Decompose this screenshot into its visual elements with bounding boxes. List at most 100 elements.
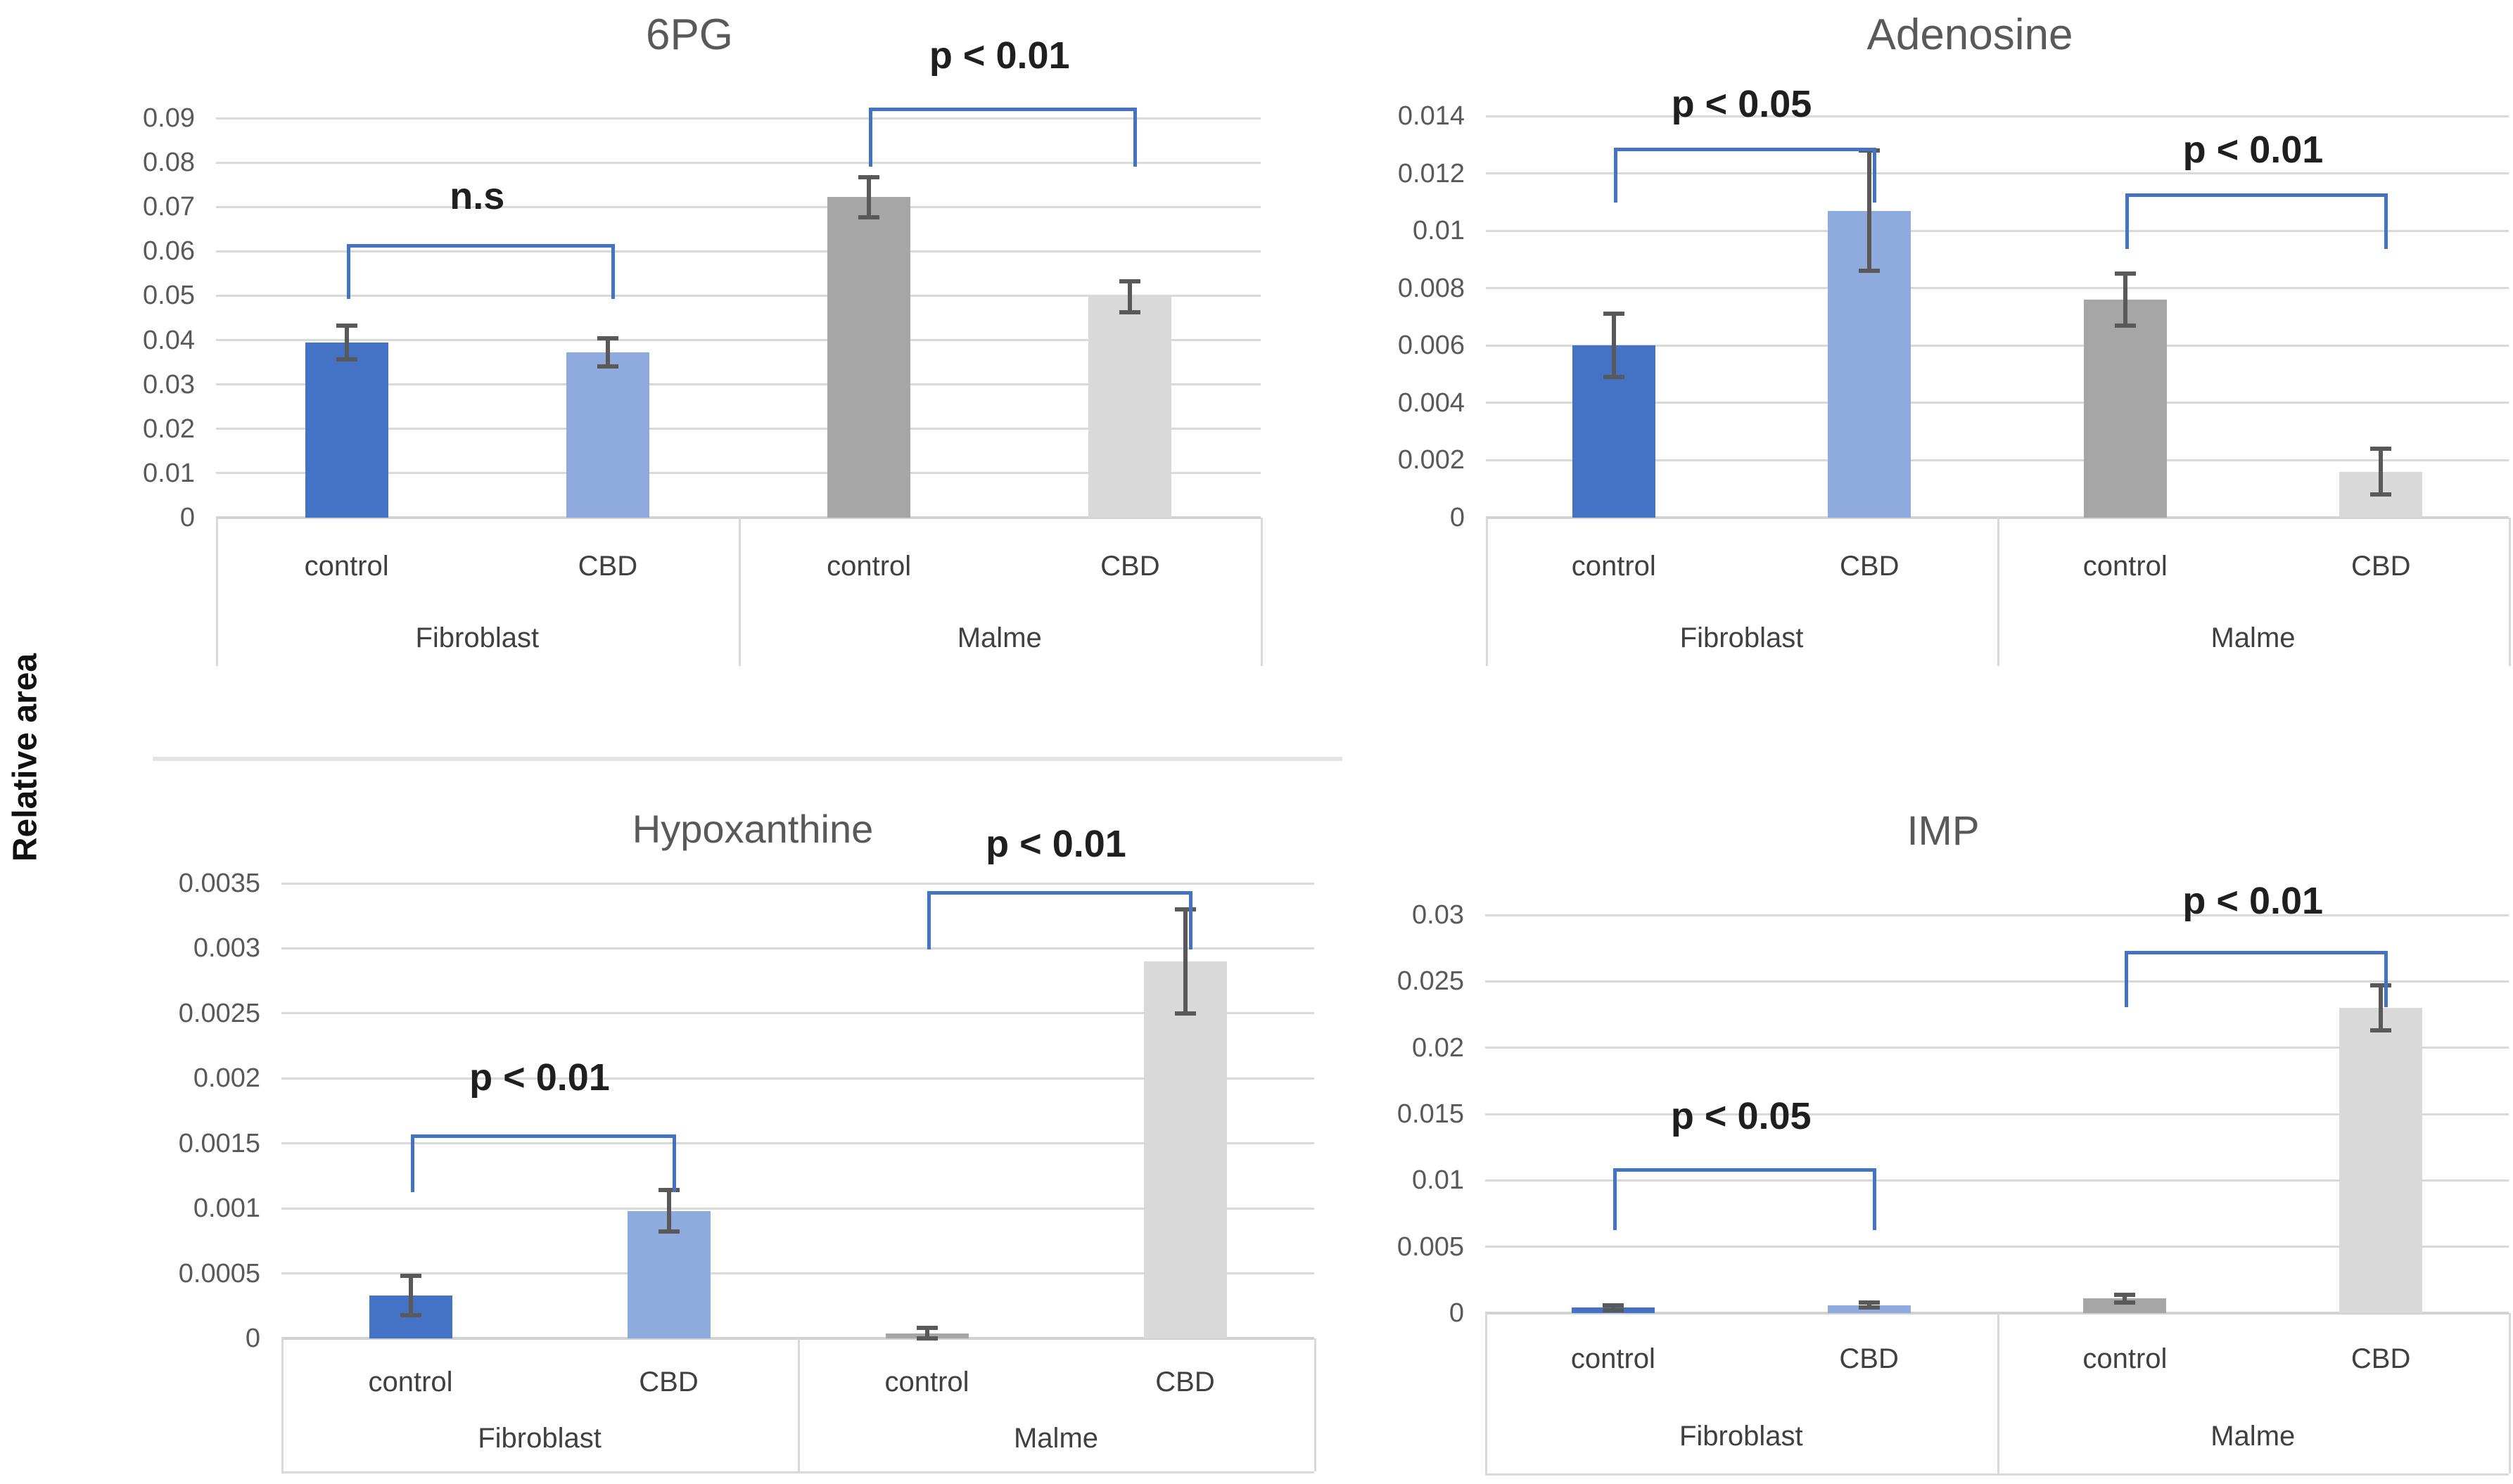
significance-bracket: [1612, 1168, 1876, 1231]
gridline: [281, 1272, 1314, 1275]
y-tick-label: 0.015: [1397, 1099, 1464, 1129]
condition-label: control: [1570, 1343, 1655, 1374]
group-label: Fibroblast: [478, 1423, 602, 1454]
error-bar-cap: [1858, 1305, 1880, 1310]
gridline: [281, 882, 1314, 885]
y-tick-label: 0.0005: [178, 1258, 260, 1288]
error-bar-line: [1611, 314, 1616, 378]
gridline: [216, 428, 1261, 430]
error-bar-line: [2123, 1294, 2127, 1303]
bar-fibroblast-control: [305, 342, 388, 518]
axis-border: [2509, 1313, 2511, 1473]
axis-border: [281, 1338, 284, 1471]
error-bar-cap: [2114, 1292, 2136, 1297]
y-tick-label: 0.003: [193, 933, 260, 964]
condition-label: CBD: [2350, 1343, 2411, 1374]
error-bar-cap: [1603, 375, 1624, 380]
error-bar-line: [1866, 1302, 1871, 1308]
y-tick-label: 0.002: [1397, 445, 1465, 475]
group-label: Fibroblast: [415, 622, 540, 653]
group-label: Malme: [2210, 1421, 2296, 1452]
group-label: Malme: [1013, 1423, 1099, 1454]
axis-border: [1314, 1338, 1316, 1471]
error-bar-cap: [2370, 983, 2392, 987]
y-tick-label: 0: [1449, 503, 1465, 532]
error-bar-cap: [2370, 1028, 2392, 1033]
condition-label: CBD: [639, 1367, 699, 1397]
error-bar-cap: [1858, 1300, 1880, 1305]
y-tick-label: 0.05: [143, 281, 195, 311]
significance-bracket: [410, 1134, 676, 1193]
bar-malme-control: [2083, 300, 2167, 518]
gridline: [216, 339, 1261, 342]
y-tick-label: 0.09: [143, 103, 195, 133]
gridline: [216, 205, 1261, 208]
axis-border: [738, 518, 741, 666]
significance-label: p < 0.01: [469, 1056, 610, 1099]
condition-label: CBD: [578, 551, 638, 582]
bar-malme-control: [2083, 1298, 2167, 1313]
axis-border-bottom: [1485, 1473, 2509, 1476]
axis-border-bottom: [281, 1471, 1314, 1473]
error-bar-line: [1128, 281, 1133, 313]
significance-label: p < 0.01: [2182, 128, 2324, 171]
error-bar-line: [867, 177, 872, 217]
group-label: Fibroblast: [1679, 1421, 1803, 1452]
error-bar-cap: [1602, 1308, 1624, 1313]
condition-label: control: [304, 551, 389, 582]
condition-label: control: [1571, 551, 1656, 582]
gridline: [281, 1142, 1314, 1145]
significance-bracket: [927, 891, 1192, 949]
condition-label: CBD: [2351, 551, 2411, 582]
y-tick-label: 0.07: [143, 192, 195, 222]
y-tick-label: 0.01: [143, 458, 195, 488]
condition-label: CBD: [1100, 551, 1160, 582]
condition-label: CBD: [1840, 551, 1900, 582]
y-tick-label: 0.01: [1413, 216, 1465, 246]
y-tick-label: 0.02: [143, 414, 195, 444]
axis-border: [1486, 518, 1488, 666]
axis-border: [216, 518, 218, 666]
axis-border: [1997, 1313, 1999, 1473]
condition-label: CBD: [1839, 1343, 1899, 1374]
error-bar-line: [924, 1328, 929, 1338]
y-tick-label: 0.005: [1397, 1232, 1464, 1262]
condition-label: control: [884, 1367, 969, 1397]
gridline: [1486, 287, 2509, 290]
chart-title: IMP: [1907, 808, 1980, 854]
significance-bracket: [2125, 950, 2388, 1008]
gridline: [1485, 980, 2509, 983]
error-bar-cap: [658, 1188, 680, 1193]
gridline: [1486, 115, 2509, 117]
chart-title: Hypoxanthine: [632, 807, 874, 851]
y-tick-label: 0.06: [143, 236, 195, 267]
gridline: [1486, 229, 2509, 232]
gridline: [1485, 1179, 2509, 1182]
error-bar-cap: [1603, 312, 1624, 316]
error-bar-line: [2379, 985, 2384, 1031]
error-bar-cap: [2114, 1300, 2136, 1305]
error-bar-cap: [2114, 323, 2136, 328]
panel-divider: [153, 757, 1342, 761]
error-bar-cap: [1174, 907, 1196, 911]
gridline: [216, 161, 1261, 164]
error-bar-cap: [858, 174, 880, 179]
axis-border: [1485, 1313, 1487, 1473]
significance-label: p < 0.05: [1671, 82, 1812, 125]
error-bar-cap: [858, 215, 880, 219]
error-bar-line: [344, 325, 349, 359]
group-label: Malme: [957, 622, 1042, 653]
error-bar-cap: [1859, 269, 1881, 274]
error-bar-line: [1183, 909, 1188, 1013]
gridline: [1485, 1113, 2509, 1115]
error-bar-cap: [336, 323, 357, 328]
y-tick-label: 0.0025: [178, 998, 260, 1028]
y-tick-label: 0.03: [1412, 900, 1464, 930]
significance-label: p < 0.01: [929, 34, 1070, 77]
gridline: [216, 250, 1261, 252]
bar-malme-control: [827, 197, 911, 518]
gridline: [216, 294, 1261, 297]
error-bar-cap: [1119, 279, 1141, 284]
